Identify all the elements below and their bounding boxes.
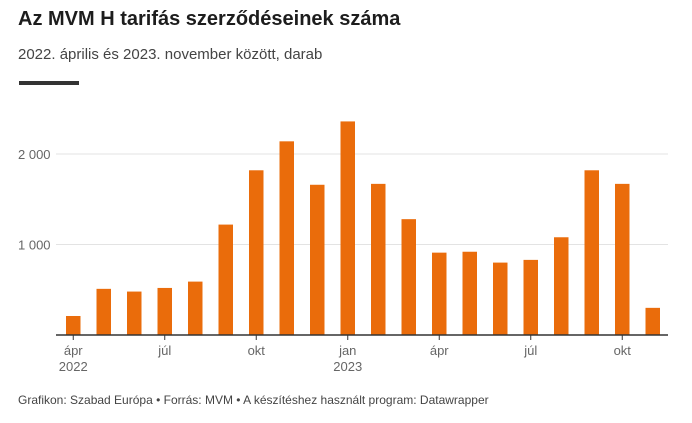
bar-2022-10 bbox=[249, 170, 264, 335]
bar-2022-06 bbox=[127, 291, 142, 335]
bar-2022-09 bbox=[218, 224, 233, 335]
bar-2023-09 bbox=[584, 170, 599, 335]
y-axis-ticks: 1 000 2 000 bbox=[18, 147, 51, 253]
bar-2023-06 bbox=[493, 262, 508, 335]
grid-lines bbox=[56, 153, 668, 245]
bar-2022-05 bbox=[96, 288, 111, 335]
bar-2022-12 bbox=[310, 184, 325, 335]
x-tick-year: 2022 bbox=[59, 359, 88, 374]
chart-footer: Grafikon: Szabad Európa • Forrás: MVM • … bbox=[18, 393, 489, 407]
y-tick-label: 2 000 bbox=[18, 147, 51, 162]
bar-2023-02 bbox=[371, 183, 386, 335]
x-tick-year: 2023 bbox=[333, 359, 362, 374]
x-tick-label: júl bbox=[157, 343, 171, 358]
bar-2023-10 bbox=[615, 183, 630, 335]
chart-subtitle: 2022. április és 2023. november között, … bbox=[18, 46, 323, 63]
bars bbox=[66, 121, 660, 335]
title-rule bbox=[19, 81, 79, 85]
x-tick-label: júl bbox=[523, 343, 537, 358]
x-tick-label: ápr bbox=[430, 343, 449, 358]
bar-2022-08 bbox=[188, 281, 203, 335]
x-tick-label: okt bbox=[248, 343, 266, 358]
bar-2023-11 bbox=[645, 307, 660, 335]
x-tick-label: ápr bbox=[64, 343, 83, 358]
bar-2023-07 bbox=[523, 259, 538, 335]
bar-2023-03 bbox=[401, 219, 416, 335]
bar-2022-11 bbox=[279, 141, 294, 335]
chart-title: Az MVM H tarifás szerződéseinek száma bbox=[18, 8, 401, 30]
bar-2022-07 bbox=[157, 287, 172, 335]
bar-2022-04 bbox=[66, 315, 81, 335]
x-tick-label: jan bbox=[338, 343, 356, 358]
bar-2023-05 bbox=[462, 251, 477, 335]
bar-2023-08 bbox=[554, 237, 569, 335]
bar-2023-01 bbox=[340, 121, 355, 335]
bar-2023-04 bbox=[432, 252, 447, 335]
y-tick-label: 1 000 bbox=[18, 238, 51, 253]
x-tick-label: okt bbox=[614, 343, 632, 358]
